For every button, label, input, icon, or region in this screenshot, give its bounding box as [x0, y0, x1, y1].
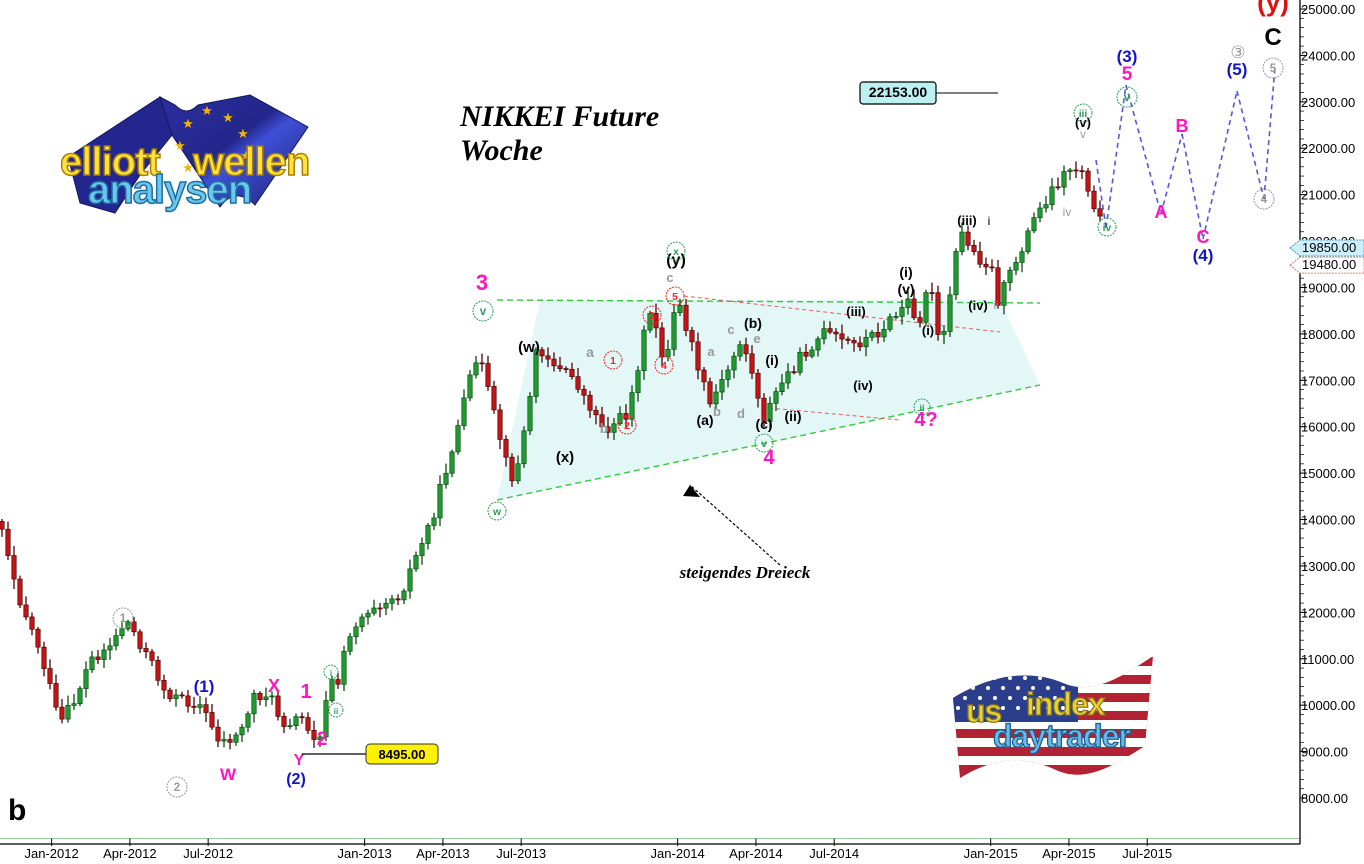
svg-text:12000.00: 12000.00 — [1301, 605, 1355, 620]
svg-text:Apr-2014: Apr-2014 — [729, 846, 782, 861]
svg-text:Jan-2013: Jan-2013 — [338, 846, 392, 861]
svg-text:9000.00: 9000.00 — [1301, 745, 1348, 760]
svg-text:10000.00: 10000.00 — [1301, 698, 1355, 713]
svg-text:Jul-2012: Jul-2012 — [183, 846, 233, 861]
svg-text:16000.00: 16000.00 — [1301, 420, 1355, 435]
svg-text:18000.00: 18000.00 — [1301, 327, 1355, 342]
svg-text:Jul-2013: Jul-2013 — [496, 846, 546, 861]
svg-text:22000.00: 22000.00 — [1301, 141, 1355, 156]
svg-text:17000.00: 17000.00 — [1301, 373, 1355, 388]
svg-text:Jan-2012: Jan-2012 — [25, 846, 79, 861]
svg-text:Apr-2012: Apr-2012 — [103, 846, 156, 861]
svg-text:14000.00: 14000.00 — [1301, 513, 1355, 528]
svg-text:21000.00: 21000.00 — [1301, 188, 1355, 203]
svg-text:19000.00: 19000.00 — [1301, 280, 1355, 295]
svg-text:25000.00: 25000.00 — [1301, 2, 1355, 17]
svg-text:19850.00: 19850.00 — [1302, 240, 1356, 255]
svg-text:Apr-2013: Apr-2013 — [416, 846, 469, 861]
svg-text:Apr-2015: Apr-2015 — [1042, 846, 1095, 861]
svg-text:Jan-2015: Jan-2015 — [964, 846, 1018, 861]
svg-text:24000.00: 24000.00 — [1301, 48, 1355, 63]
svg-text:Jan-2014: Jan-2014 — [651, 846, 705, 861]
svg-text:8000.00: 8000.00 — [1301, 791, 1348, 806]
svg-text:11000.00: 11000.00 — [1301, 652, 1354, 667]
svg-text:15000.00: 15000.00 — [1301, 466, 1355, 481]
svg-text:23000.00: 23000.00 — [1301, 95, 1355, 110]
svg-text:Jul-2015: Jul-2015 — [1122, 846, 1172, 861]
svg-text:Jul-2014: Jul-2014 — [809, 846, 859, 861]
svg-text:13000.00: 13000.00 — [1301, 559, 1355, 574]
svg-text:19480.00: 19480.00 — [1302, 257, 1356, 272]
